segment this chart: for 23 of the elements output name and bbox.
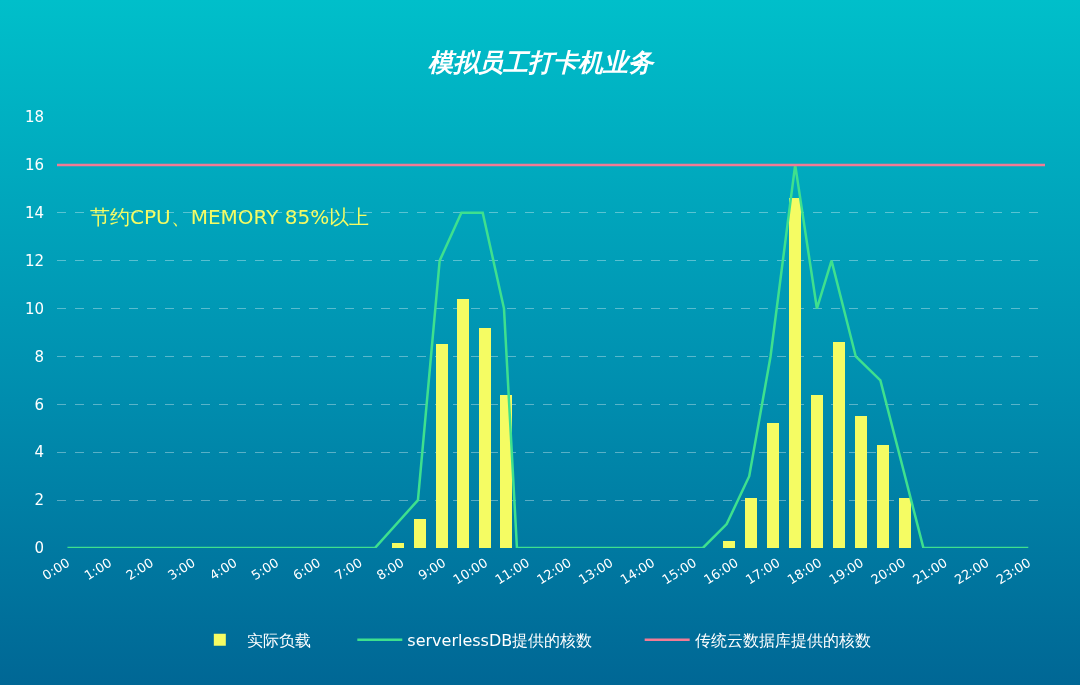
y-tick-label: 10 — [24, 299, 44, 318]
chart-title: 模拟员工打卡机业务 — [426, 47, 656, 77]
legend-label: 实际负载 — [247, 630, 312, 650]
x-tick-label: 7:00 — [332, 554, 365, 584]
x-tick-label: 6:00 — [290, 554, 324, 584]
x-tick-label: 3:00 — [165, 554, 198, 584]
y-tick-label: 12 — [24, 251, 44, 270]
x-tick-label: 9:00 — [415, 554, 449, 584]
legend-label: 传统云数据库提供的核数 — [694, 630, 871, 650]
y-tick-label: 8 — [34, 347, 44, 366]
y-tick-label: 16 — [24, 156, 44, 175]
x-tick-label: 1:00 — [81, 554, 115, 584]
x-tick-label: 4:00 — [206, 554, 240, 584]
legend-label: serverlessDB提供的核数 — [407, 630, 593, 650]
y-tick-label: 18 — [24, 108, 44, 127]
y-tick-label: 4 — [34, 443, 44, 462]
y-tick-label: 6 — [34, 395, 44, 414]
annotation: 节约CPU、MEMORY 85%以上 — [90, 205, 370, 229]
x-tick-label: 5:00 — [248, 554, 282, 584]
y-tick-label: 14 — [24, 204, 44, 223]
x-tick-label: 8:00 — [373, 554, 407, 584]
x-tick-label: 2:00 — [123, 554, 157, 584]
y-tick-label: 2 — [34, 491, 44, 510]
